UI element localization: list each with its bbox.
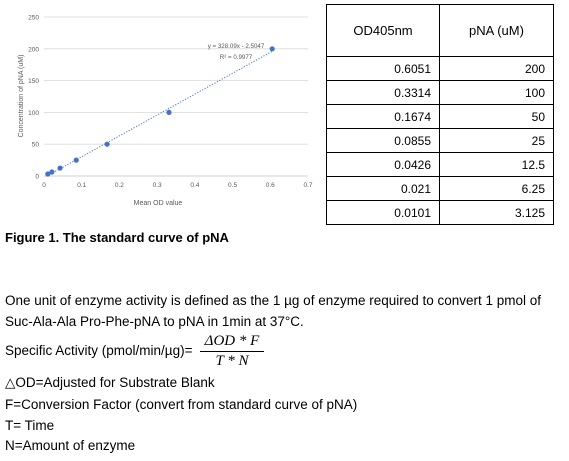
data-point <box>166 109 172 115</box>
enzyme-amount-definition: N=Amount of enzyme <box>5 438 136 453</box>
table-row: 0.0426 12.5 <box>326 152 554 177</box>
y-tick-label: 0 <box>35 174 39 181</box>
table-cell-pna: 100 <box>439 80 554 105</box>
table-cell-od: 0.0426 <box>326 152 440 177</box>
standard-curve-table: OD405nm pNA (uM) 0.6051 200 0.3314 100 0.1… <box>326 4 554 225</box>
conversion-factor-definition: F=Conversion Factor (convert from standa… <box>5 397 358 412</box>
data-point <box>49 169 55 175</box>
chart-tick-labels: 0 50 100 150 200 250 0 0.1 0.2 0.3 0.4 0.5 0.6 0.7 <box>28 15 313 190</box>
y-tick-label: 250 <box>28 15 39 22</box>
enzyme-unit-definition: One unit of enzyme activity is defined a… <box>5 293 542 329</box>
x-tick-label: 0 <box>42 182 46 189</box>
table-row: 0.3314 100 <box>326 80 554 105</box>
specific-activity-label: Specific Activity (pmol/min/µg)= <box>5 343 193 358</box>
y-tick-label: 150 <box>28 78 39 85</box>
column-header-od405: OD405nm <box>326 4 440 57</box>
data-point <box>269 46 275 52</box>
table-row: 0.1674 50 <box>326 104 554 129</box>
y-tick-label: 50 <box>32 142 40 149</box>
x-tick-label: 0.3 <box>153 182 162 189</box>
x-tick-label: 0.4 <box>190 182 199 189</box>
figure-caption: Figure 1. The standard curve of pNA <box>5 230 229 245</box>
table-row: 0.021 6.25 <box>326 176 554 201</box>
chart-gridlines <box>44 16 308 145</box>
time-definition: T= Time <box>5 418 55 433</box>
table-cell-od: 0.1674 <box>326 104 440 129</box>
standard-curve-chart: 0 50 100 150 200 250 0 0.1 0.2 0.3 0.4 0.5 0.6 0.7 Me… <box>18 15 313 208</box>
table-row: 0.0855 25 <box>326 128 554 153</box>
trendline <box>47 50 273 176</box>
y-tick-label: 100 <box>28 110 39 117</box>
data-point <box>45 171 51 177</box>
table-cell-pna: 50 <box>439 104 554 129</box>
trendline-equation: y = 328.09x - 2.5047 <box>208 43 265 50</box>
table-cell-pna: 12.5 <box>439 152 554 177</box>
table-cell-od: 0.0101 <box>326 200 440 225</box>
table-cell-od: 0.021 <box>326 176 440 201</box>
x-tick-label: 0.7 <box>303 182 312 189</box>
table-cell-od: 0.0855 <box>326 128 440 153</box>
table-header-row: OD405nm pNA (uM) <box>326 4 554 57</box>
y-axis-title: Concentration of pNA (uM) <box>18 55 25 138</box>
chart-points <box>45 46 275 177</box>
table-cell-od: 0.3314 <box>326 80 440 105</box>
table-cell-od: 0.6051 <box>326 56 440 81</box>
x-axis-title: Mean OD value <box>134 200 183 207</box>
table-row: 0.6051 200 <box>326 56 554 81</box>
table-row: 0.0101 3.125 <box>326 200 554 225</box>
formula-numerator: ΔOD * F <box>200 333 264 352</box>
table-cell-pna: 25 <box>439 128 554 153</box>
table-cell-pna: 6.25 <box>439 176 554 201</box>
x-tick-label: 0.5 <box>228 182 237 189</box>
data-point <box>73 157 79 163</box>
specific-activity-formula: ΔOD * F T * N <box>200 333 264 370</box>
x-tick-label: 0.2 <box>115 182 124 189</box>
table-cell-pna: 200 <box>439 56 554 81</box>
delta-od-definition: △OD=Adjusted for Substrate Blank <box>5 375 215 390</box>
x-tick-label: 0.1 <box>77 182 86 189</box>
data-point <box>57 165 63 171</box>
data-point <box>104 141 110 147</box>
column-header-pna: pNA (uM) <box>439 4 554 57</box>
chart-trendline-layer <box>47 50 273 176</box>
table-cell-pna: 3.125 <box>439 200 554 225</box>
y-tick-label: 200 <box>28 46 39 53</box>
r-squared-label: R² = 0.9977 <box>220 54 253 61</box>
x-tick-label: 0.6 <box>266 182 275 189</box>
formula-denominator: T * N <box>215 353 249 369</box>
